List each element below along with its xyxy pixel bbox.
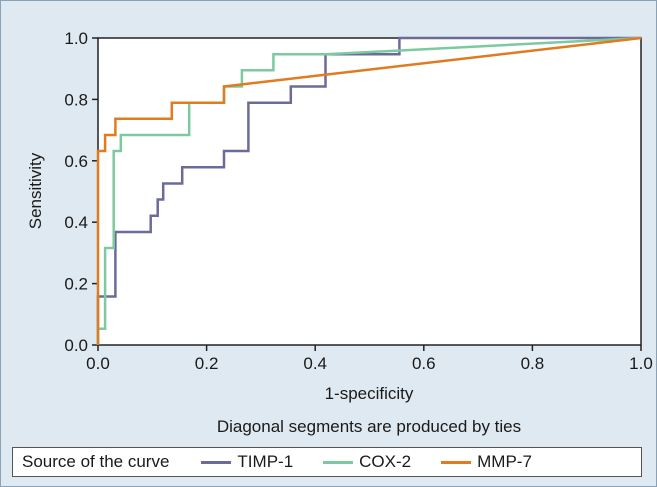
y-tick-label: 0.4 (64, 213, 88, 232)
legend-swatch (441, 460, 472, 464)
series-line-cox-2 (96, 36, 642, 345)
legend-swatch (323, 460, 354, 464)
legend-entry-cox-2: COX-2 (323, 452, 411, 472)
plot-area (97, 37, 642, 346)
y-tick-label: 1.0 (64, 29, 88, 48)
y-tick-label: 0.0 (64, 336, 88, 355)
legend-label: MMP-7 (477, 452, 532, 471)
legend-swatch (201, 460, 232, 464)
y-axis-title: Sensitivity (26, 152, 45, 229)
x-tick-label: 0.2 (195, 354, 219, 373)
legend-entry-timp-1: TIMP-1 (201, 452, 293, 472)
legend-label: COX-2 (359, 452, 412, 471)
legend-title: Source of the curve (22, 452, 170, 471)
x-tick-label: 1.0 (629, 354, 653, 373)
x-tick-label: 0.6 (412, 354, 436, 373)
x-tick-label: 0.4 (303, 354, 327, 373)
x-tick-label: 0.8 (521, 354, 545, 373)
series-line-mmp-7 (96, 36, 642, 345)
legend-label: TIMP-1 (237, 452, 294, 471)
roc-chart: 0.0 0.2 0.4 0.6 0.8 1.0 0.0 0.2 0.4 0.6 0.8 1.0 1-… (26, 29, 653, 436)
y-tick-label: 0.6 (64, 152, 88, 171)
legend: Source of the curve TIMP-1 COX-2 MMP-7 (12, 447, 642, 477)
legend-entry-mmp-7: MMP-7 (441, 452, 532, 472)
y-tick-label: 0.8 (64, 90, 88, 109)
x-axis-title: 1-specificity (325, 384, 414, 403)
x-tick-label: 0.0 (86, 354, 110, 373)
chart-note: Diagonal segments are produced by ties (217, 417, 521, 436)
y-tick-label: 0.2 (64, 275, 88, 294)
